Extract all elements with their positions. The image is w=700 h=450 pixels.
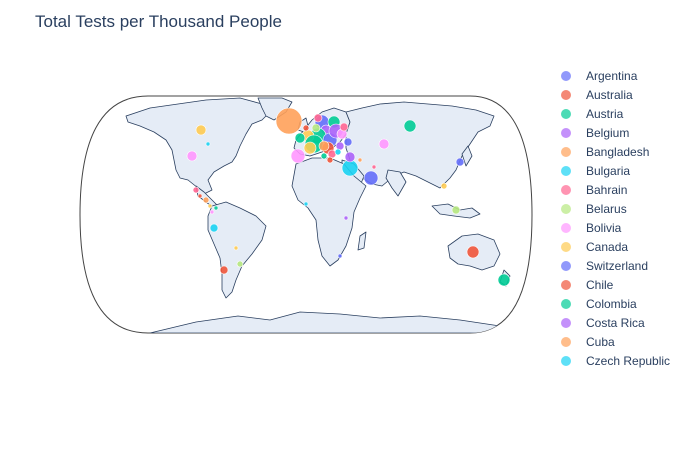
legend-item[interactable]: Switzerland <box>558 256 698 275</box>
legend-item[interactable]: Bangladesh <box>558 142 698 161</box>
japan-land <box>461 145 473 167</box>
country-bubble[interactable] <box>195 124 207 136</box>
legend-item[interactable]: Czech Republic <box>558 351 698 370</box>
country-bubble[interactable] <box>205 141 211 147</box>
legend-item[interactable]: Bulgaria <box>558 161 698 180</box>
legend-marker-icon <box>561 184 571 195</box>
country-bubble[interactable] <box>339 122 349 132</box>
country-bubble[interactable] <box>403 119 417 133</box>
country-bubble[interactable] <box>303 141 317 155</box>
legend-label: Belgium <box>586 125 630 140</box>
country-bubble[interactable] <box>294 132 306 144</box>
legend-label: Canada <box>586 239 629 254</box>
legend-item[interactable]: Austria <box>558 104 698 123</box>
country-bubble[interactable] <box>302 124 310 132</box>
legend-marker-icon <box>561 146 571 157</box>
country-bubble[interactable] <box>197 193 203 199</box>
legend-label: Argentina <box>586 68 638 83</box>
country-bubble[interactable] <box>440 182 448 190</box>
legend-label: Bahrain <box>586 182 628 197</box>
country-bubble[interactable] <box>186 150 198 162</box>
country-bubble[interactable] <box>313 113 323 123</box>
legend-label: Austria <box>586 106 624 121</box>
legend-label: Switzerland <box>586 258 649 273</box>
legend-marker-icon <box>561 70 571 81</box>
chart-title: Total Tests per Thousand People <box>35 12 282 31</box>
legend-marker-icon <box>561 165 571 176</box>
legend-label: Bangladesh <box>586 144 650 159</box>
country-bubble[interactable] <box>343 215 349 221</box>
legend-item[interactable]: Canada <box>558 237 698 256</box>
country-bubble[interactable] <box>236 260 244 268</box>
country-bubble[interactable] <box>202 196 210 204</box>
country-bubble[interactable] <box>451 205 461 215</box>
legend-item[interactable]: Australia <box>558 85 698 104</box>
legend-label: Bolivia <box>586 220 622 235</box>
country-bubble[interactable] <box>233 245 239 251</box>
legend-label: Belarus <box>586 201 627 216</box>
legend-item[interactable]: Argentina <box>558 66 698 85</box>
country-bubble[interactable] <box>337 253 343 259</box>
legend-item[interactable]: Belarus <box>558 199 698 218</box>
legend-marker-icon <box>561 317 571 328</box>
country-bubble[interactable] <box>318 140 330 152</box>
country-bubble[interactable] <box>209 209 215 215</box>
legend-label: Colombia <box>586 296 637 311</box>
india-land <box>385 169 407 197</box>
country-bubble[interactable] <box>275 107 303 135</box>
country-bubble[interactable] <box>207 203 213 209</box>
country-bubble[interactable] <box>209 223 219 233</box>
country-bubble[interactable] <box>357 157 363 163</box>
legend-item[interactable]: Bahrain <box>558 180 698 199</box>
legend-item[interactable]: Colombia <box>558 294 698 313</box>
legend-item[interactable]: Bolivia <box>558 218 698 237</box>
legend-item[interactable]: Costa Rica <box>558 313 698 332</box>
country-bubble[interactable] <box>455 157 465 167</box>
legend-marker-icon <box>561 222 571 233</box>
madagascar-land <box>357 231 367 251</box>
north-america-land <box>125 97 271 195</box>
country-bubble[interactable] <box>378 138 390 150</box>
country-bubble[interactable] <box>341 159 359 177</box>
legend-label: Czech Republic <box>586 353 671 368</box>
legend-label: Bulgaria <box>586 163 631 178</box>
legend-label: Australia <box>586 87 633 102</box>
country-bubble[interactable] <box>326 156 334 164</box>
legend-marker-icon <box>561 89 571 100</box>
country-bubble[interactable] <box>497 273 511 287</box>
legend-marker-icon <box>561 355 571 366</box>
legend-label: Cuba <box>586 334 615 349</box>
legend: Argentina Australia Austria Belgium Banglade… <box>558 66 698 370</box>
country-bubble[interactable] <box>213 205 219 211</box>
country-bubble[interactable] <box>192 186 200 194</box>
legend-marker-icon <box>561 203 571 214</box>
country-bubble[interactable] <box>334 148 342 156</box>
country-bubble[interactable] <box>371 164 377 170</box>
legend-marker-icon <box>561 298 571 309</box>
legend-marker-icon <box>561 279 571 290</box>
country-bubble[interactable] <box>343 137 353 147</box>
legend-item[interactable]: Belgium <box>558 123 698 142</box>
country-bubble[interactable] <box>363 170 379 186</box>
legend-marker-icon <box>561 127 571 138</box>
legend-label: Costa Rica <box>586 315 645 330</box>
legend-marker-icon <box>561 260 571 271</box>
country-bubble[interactable] <box>311 123 321 133</box>
country-bubble[interactable] <box>303 201 309 207</box>
legend-marker-icon <box>561 241 571 252</box>
country-bubble[interactable] <box>219 265 229 275</box>
country-bubble[interactable] <box>466 245 480 259</box>
legend-item[interactable]: Chile <box>558 275 698 294</box>
legend-marker-icon <box>561 108 571 119</box>
country-bubble[interactable] <box>290 148 306 164</box>
legend-item[interactable]: Cuba <box>558 332 698 351</box>
legend-marker-icon <box>561 336 571 347</box>
country-bubble[interactable] <box>344 151 356 163</box>
country-bubble[interactable] <box>320 152 328 160</box>
legend-label: Chile <box>586 277 614 292</box>
